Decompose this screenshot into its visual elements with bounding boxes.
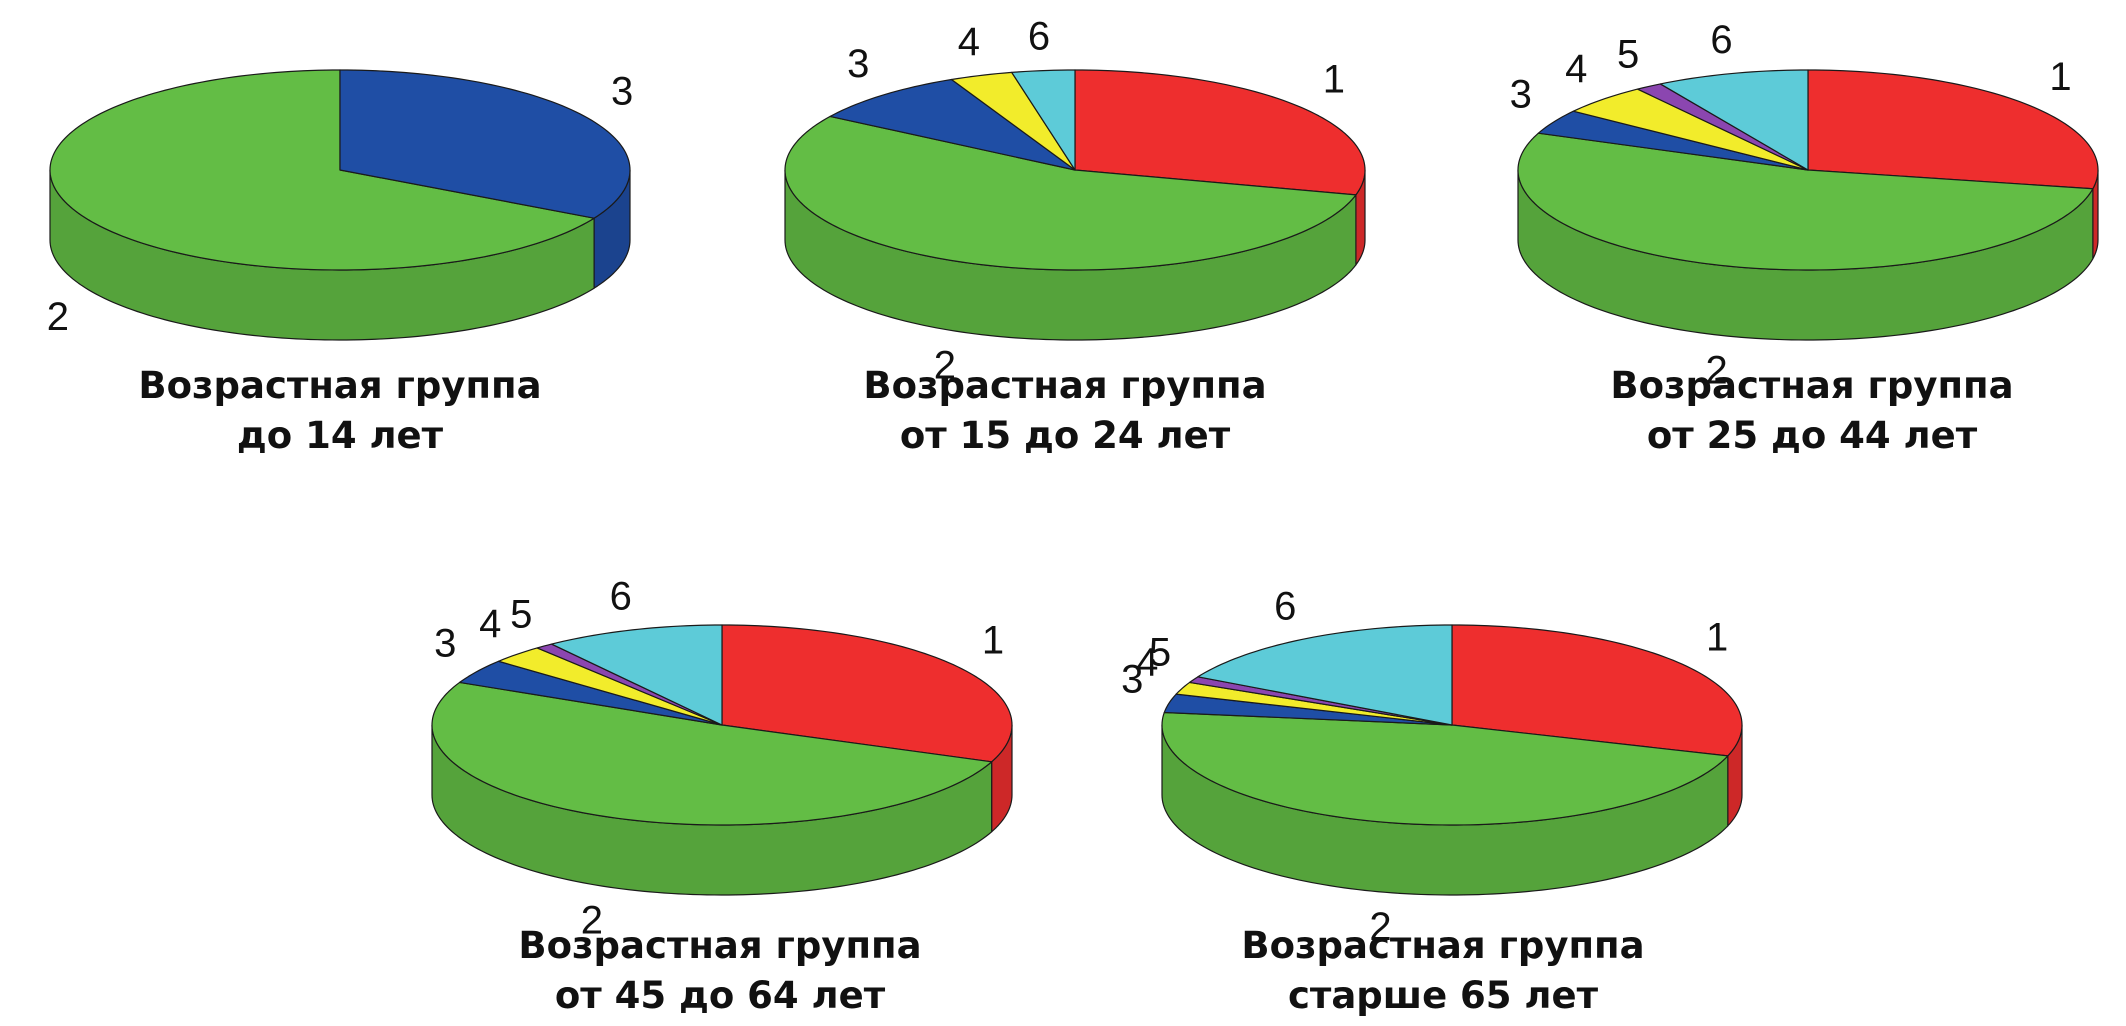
slice-label-2: 2 [47,295,69,339]
chart-subtitle: от 25 до 44 лет [1647,414,1978,457]
slice-label-3: 3 [434,622,456,666]
pie-slice-1 [721,624,1013,763]
chart-subtitle: от 15 до 24 лет [900,414,1231,457]
slice-label-3: 3 [1510,73,1532,117]
slice-label-1: 1 [1706,616,1728,660]
slice-label-2: 2 [1705,348,1727,392]
slice-label-5: 5 [1149,631,1171,675]
pie-slice-4 [950,71,1076,171]
slice-label-4: 4 [1565,47,1587,91]
chart-title: Возрастная группа [1241,924,1644,967]
pie-chart-age-45-64: 1 2 3 4 5 6 Возрастная группа от 45 до 64 лет [431,575,1013,1017]
slice-label-6: 6 [610,575,632,619]
chart-title: Возрастная группа [518,924,921,967]
slice-label-4: 4 [479,602,501,646]
pie-slice-3 [1537,110,1809,171]
pie-slice-6 [1659,69,1809,171]
slice-label-4: 4 [958,20,980,64]
chart-subtitle: до 14 лет [237,414,444,457]
slice-label-5: 5 [1617,33,1639,77]
slice-label-4: 4 [1136,640,1158,684]
slice-label-6: 6 [1028,15,1050,59]
slice-label-6: 6 [1274,585,1296,629]
pie-slice-1 [1807,69,2099,190]
pie-slice-2 [431,681,993,826]
slice-label-1: 1 [982,619,1004,663]
pie-chart-age-over-65: 1 2 345 6 Возрастная группа старше 65 лет [1121,585,1743,1017]
slice-label-3: 3 [1121,657,1143,701]
pie-chart-age-25-44: 1 2 34 5 6 Возрастная группа от 25 до 44 лет [1510,18,2099,457]
pie-slice-3 [829,78,1076,171]
pie-slice-4 [1572,88,1809,171]
slice-label-2: 2 [581,898,603,942]
pie-slice-2 [1161,711,1729,826]
pie-slice-2 [784,115,1357,271]
pie-slice-2 [49,69,595,271]
pie-slice-4 [497,647,723,726]
pie-slice-2 [1517,132,2094,271]
slice-label-3: 3 [611,70,633,114]
chart-title: Возрастная группа [1610,364,2013,407]
pie-chart-age-under-14: 2 3 Возрастная группа до 14 лет [47,69,633,457]
chart-title: Возрастная группа [863,364,1266,407]
chart-subtitle: от 45 до 64 лет [555,974,886,1017]
slice-label-3: 3 [847,42,869,86]
slice-label-2: 2 [934,343,956,387]
chart-subtitle: старше 65 лет [1288,974,1599,1017]
pie-slice-6 [1197,624,1453,726]
pie-chart-age-15-24: 1 2 3 4 6 Возрастная группа от 15 до 24 лет [784,15,1366,457]
pie-slice-3 [459,660,723,726]
slice-label-1: 1 [2049,55,2071,99]
pie-slice-1 [1074,69,1366,196]
slice-label-5: 5 [510,593,532,637]
chart-title: Возрастная группа [138,364,541,407]
slice-label-2: 2 [1369,905,1391,949]
slice-label-6: 6 [1710,18,1732,62]
pie-slice-6 [550,624,723,726]
pie-slice-1 [1451,624,1743,757]
pie-slice-3 [339,69,631,219]
slice-label-1: 1 [1323,58,1345,102]
pie-slice-6 [1011,69,1076,171]
